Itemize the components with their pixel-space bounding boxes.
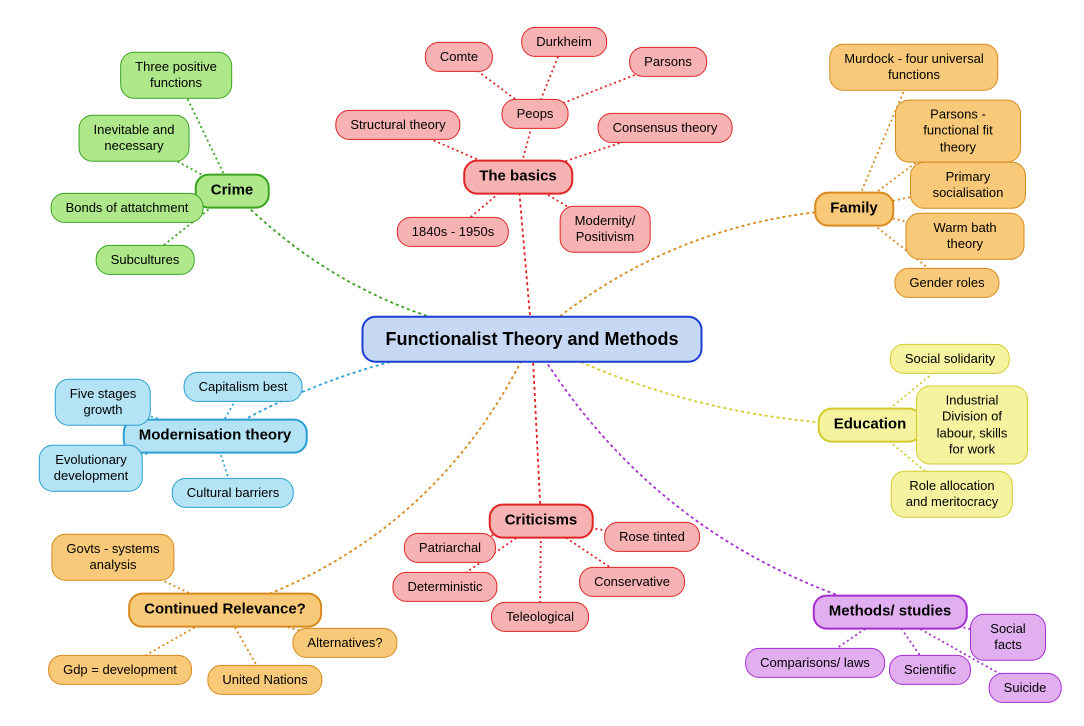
node-m_suicide: Suicide bbox=[989, 673, 1062, 703]
node-c_three: Three positive functions bbox=[120, 52, 232, 99]
node-mo_five: Five stages growth bbox=[55, 379, 151, 426]
node-cr_cons: Conservative bbox=[579, 567, 685, 597]
node-mod: Modernisation theory bbox=[123, 419, 308, 454]
node-b_struct: Structural theory bbox=[335, 110, 460, 140]
node-crime: Crime bbox=[195, 174, 270, 209]
node-b_1840: 1840s - 1950s bbox=[397, 217, 509, 247]
node-b_parsons: Parsons bbox=[629, 47, 707, 77]
node-f_warm: Warm bath theory bbox=[906, 213, 1025, 260]
node-co_govts: Govts - systems analysis bbox=[51, 534, 174, 581]
node-c_bonds: Bonds of attatchment bbox=[51, 193, 204, 223]
node-e_ind: Industrial Division of labour, skills fo… bbox=[916, 386, 1028, 465]
node-cr_pat: Patriarchal bbox=[404, 533, 496, 563]
node-cr_det: Deterministic bbox=[392, 572, 497, 602]
node-mo_evo: Evolutionary development bbox=[39, 445, 143, 492]
node-co_gdp: Gdp = development bbox=[48, 655, 192, 685]
node-m_facts: Social facts bbox=[970, 614, 1046, 661]
node-b_modern: Modernity/ Positivism bbox=[560, 206, 651, 253]
node-c_inev: Inevitable and necessary bbox=[79, 115, 190, 162]
node-cr_teleo: Teleological bbox=[491, 602, 589, 632]
node-b_consensus: Consensus theory bbox=[598, 113, 733, 143]
node-f_murdock: Murdock - four universal functions bbox=[829, 44, 998, 91]
node-methods: Methods/ studies bbox=[813, 595, 968, 630]
node-mo_cap: Capitalism best bbox=[184, 372, 303, 402]
node-b_durk: Durkheim bbox=[521, 27, 607, 57]
node-c_sub: Subcultures bbox=[96, 245, 195, 275]
node-co_alt: Alternatives? bbox=[292, 628, 397, 658]
node-co_un: United Nations bbox=[207, 665, 322, 695]
edge-center-crit bbox=[532, 339, 541, 521]
node-crit: Criticisms bbox=[489, 504, 594, 539]
node-e_role: Role allocation and meritocracy bbox=[891, 471, 1013, 518]
node-f_primary: Primary socialisation bbox=[910, 162, 1026, 209]
node-edu: Education bbox=[818, 408, 923, 443]
node-e_solid: Social solidarity bbox=[890, 344, 1010, 374]
node-b_peops: Peops bbox=[502, 99, 569, 129]
node-f_gender: Gender roles bbox=[894, 268, 999, 298]
node-m_sci: Scientific bbox=[889, 655, 971, 685]
node-cont: Continued Relevance? bbox=[128, 593, 322, 628]
node-basics: The basics bbox=[463, 160, 573, 195]
node-b_comte: Comte bbox=[425, 42, 493, 72]
node-m_comp: Comparisons/ laws bbox=[745, 648, 885, 678]
node-center: Functionalist Theory and Methods bbox=[361, 316, 702, 363]
node-mo_cult: Cultural barriers bbox=[172, 478, 294, 508]
node-f_parsons: Parsons - functional fit theory bbox=[895, 100, 1021, 163]
edge-center-basics bbox=[518, 177, 532, 339]
node-family: Family bbox=[814, 192, 894, 227]
node-cr_rose: Rose tinted bbox=[604, 522, 700, 552]
